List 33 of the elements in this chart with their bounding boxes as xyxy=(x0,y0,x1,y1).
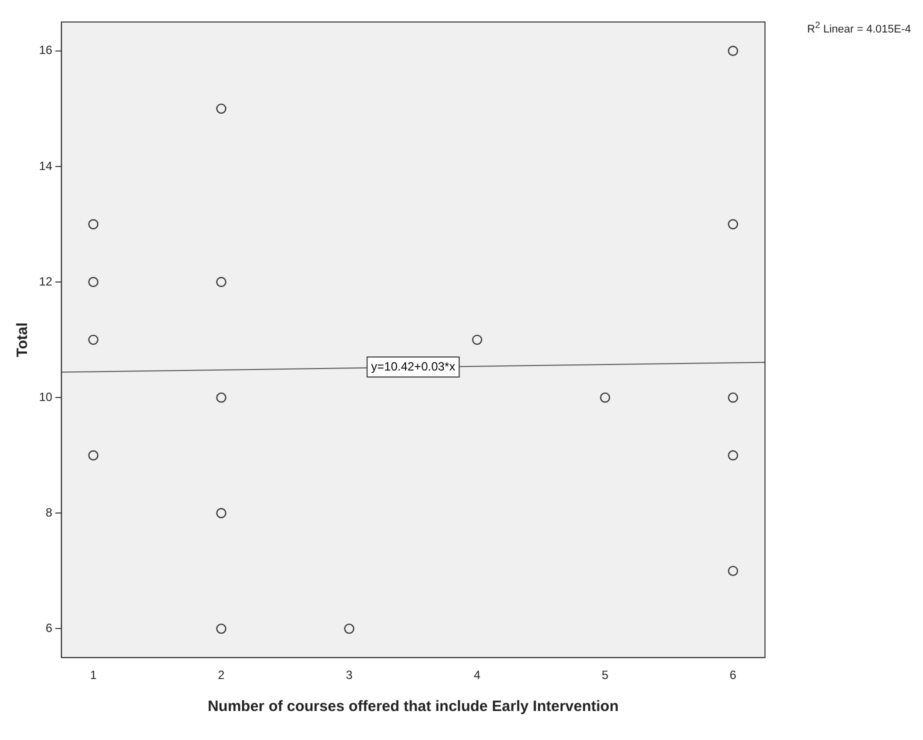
point xyxy=(88,276,98,288)
point xyxy=(216,276,226,288)
x-tick-label: 3 xyxy=(346,668,353,682)
point xyxy=(600,392,610,403)
y-tick-label: 14 xyxy=(38,158,53,173)
point xyxy=(88,334,98,345)
point xyxy=(728,450,738,460)
x-tick-label: 6 xyxy=(730,668,737,682)
point xyxy=(216,392,226,403)
y-tick-label: 10 xyxy=(38,390,53,404)
y-axis-title: Total xyxy=(14,322,32,358)
point xyxy=(728,219,738,230)
annotation: y=10.42+0.03*x xyxy=(371,359,456,374)
point xyxy=(216,508,226,518)
text: R$^{2}$ Linear = 4.015E-4 xyxy=(807,20,911,36)
point xyxy=(344,624,354,634)
point xyxy=(88,219,98,230)
point xyxy=(88,450,98,460)
x-tick-label: 4 xyxy=(474,668,481,682)
x-axis-title: Number of courses offered that include Early Intervention xyxy=(208,698,619,716)
x-tick-label: 1 xyxy=(90,668,97,682)
point xyxy=(728,46,738,56)
y-tick-label: 6 xyxy=(46,621,53,636)
y-tick-label: 8 xyxy=(46,505,53,520)
y-tick-label: 12 xyxy=(38,274,53,288)
point xyxy=(728,392,738,403)
y-tick-label: 16 xyxy=(38,43,53,58)
point xyxy=(728,566,738,576)
x-tick-label: 2 xyxy=(218,668,225,682)
point xyxy=(472,334,482,345)
x-tick-label: 5 xyxy=(602,668,609,682)
point xyxy=(216,104,226,114)
point xyxy=(216,624,226,634)
